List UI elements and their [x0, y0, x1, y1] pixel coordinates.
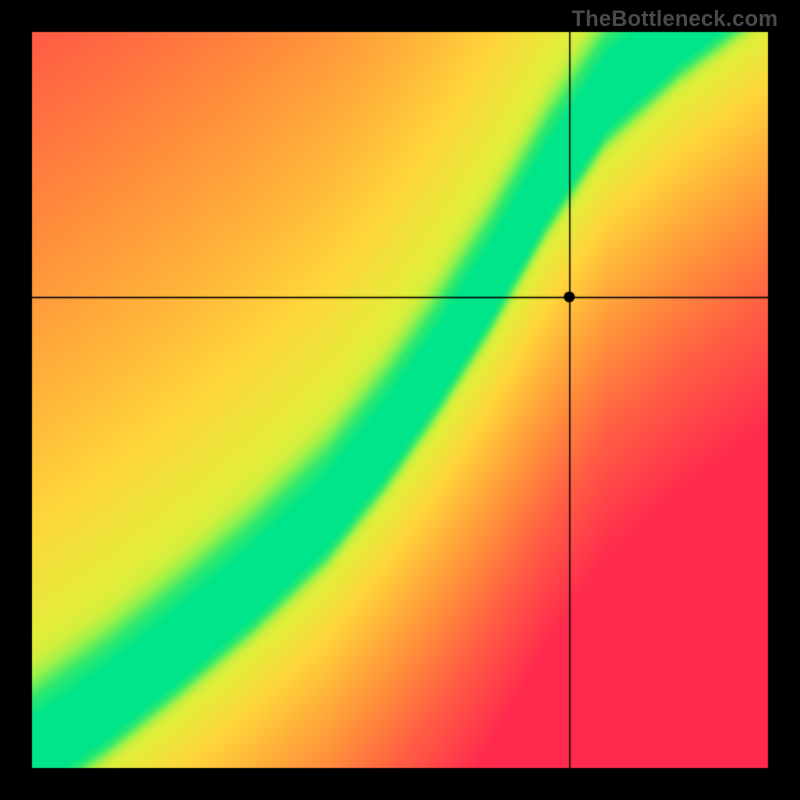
watermark-text: TheBottleneck.com [572, 6, 778, 32]
chart-container: { "watermark": { "text": "TheBottleneck.… [0, 0, 800, 800]
bottleneck-heatmap [0, 0, 800, 800]
